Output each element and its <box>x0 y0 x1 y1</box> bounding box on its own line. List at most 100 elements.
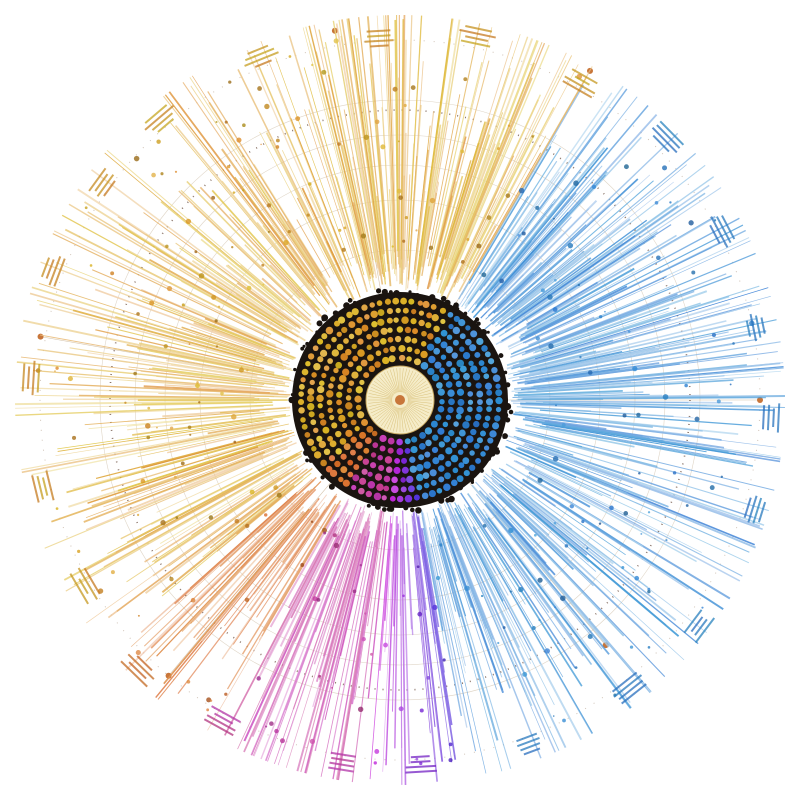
ray <box>506 310 669 365</box>
core-dot <box>350 449 356 456</box>
label-stroke <box>410 755 430 759</box>
ray <box>515 427 775 491</box>
core-dot <box>420 341 427 347</box>
ray <box>126 249 272 330</box>
ray <box>159 462 295 545</box>
core-dot <box>354 395 362 403</box>
core-dot <box>473 443 480 449</box>
core-dot <box>387 437 395 445</box>
ray <box>219 407 286 414</box>
core-dot <box>361 419 369 427</box>
speck <box>374 119 380 125</box>
ray <box>483 172 569 287</box>
label-stroke <box>36 363 41 393</box>
speck <box>415 757 419 761</box>
core-dot <box>480 451 486 457</box>
ray <box>154 468 288 551</box>
core-dot <box>455 380 463 388</box>
speck <box>266 203 272 208</box>
ray <box>436 121 486 280</box>
label-stroke <box>31 360 36 396</box>
label-block <box>562 68 598 99</box>
core-dot <box>359 379 365 385</box>
ray <box>252 524 350 757</box>
core-dot <box>366 425 374 433</box>
core-dot <box>414 348 421 355</box>
center-tick <box>369 389 393 398</box>
ray <box>472 526 594 734</box>
core-dot <box>456 475 464 483</box>
core-dot <box>400 297 407 305</box>
ray <box>127 454 264 511</box>
core-fringe <box>352 300 357 305</box>
core-dot <box>313 363 321 371</box>
label-stroke <box>144 104 174 131</box>
ray <box>290 117 361 298</box>
core-dot <box>350 436 357 443</box>
ray <box>492 472 657 602</box>
ray <box>330 541 374 755</box>
speck <box>136 312 140 316</box>
core-fringe <box>508 409 514 415</box>
core-dot <box>463 470 470 477</box>
ray <box>483 475 550 536</box>
core-dot <box>363 372 370 379</box>
core-dot <box>322 426 330 434</box>
center-tick <box>404 406 420 427</box>
core-dot <box>370 452 377 458</box>
core-fringe <box>479 468 484 473</box>
label-stroke <box>574 75 590 86</box>
core-dot <box>401 466 409 474</box>
core-dot <box>342 479 350 487</box>
ray <box>320 541 371 777</box>
ray <box>78 394 255 399</box>
core-dot <box>345 395 352 401</box>
core-dot <box>434 361 442 369</box>
ray <box>281 511 320 564</box>
ray <box>314 525 371 752</box>
ray <box>495 179 595 292</box>
core-dot <box>401 316 409 324</box>
core-dot <box>351 484 357 491</box>
core-dot <box>316 394 324 403</box>
label-stroke <box>715 216 732 244</box>
ray <box>400 533 403 749</box>
ray <box>524 442 761 528</box>
core-dot <box>326 390 334 398</box>
speck <box>688 220 694 226</box>
ray <box>303 67 365 276</box>
speck <box>110 271 115 276</box>
ray <box>351 522 386 783</box>
speck <box>180 461 185 466</box>
core-dot <box>484 415 491 422</box>
speck <box>402 594 405 598</box>
core-dot <box>452 467 459 474</box>
ray <box>268 519 340 659</box>
core-dot <box>410 445 418 454</box>
speck <box>537 477 543 483</box>
label-block <box>31 470 55 503</box>
core-dot <box>475 457 481 464</box>
ray <box>57 418 273 452</box>
speck <box>321 69 327 75</box>
core-dot <box>320 459 327 467</box>
core-dot <box>398 344 406 353</box>
ray <box>531 371 686 388</box>
speck <box>224 120 228 124</box>
core-dot <box>400 477 406 483</box>
ray <box>519 330 767 379</box>
core-dot <box>404 447 411 454</box>
ray <box>462 64 579 282</box>
ray <box>524 416 607 430</box>
label-block <box>651 120 685 154</box>
center-tick <box>376 405 395 422</box>
core-dot <box>383 347 389 354</box>
speck <box>553 217 555 220</box>
label-stroke <box>516 736 540 748</box>
speck <box>567 242 574 249</box>
ray <box>367 510 385 627</box>
speck <box>392 86 398 92</box>
core-dot <box>433 347 441 355</box>
core-dot <box>387 336 394 343</box>
core-dot <box>456 406 464 415</box>
